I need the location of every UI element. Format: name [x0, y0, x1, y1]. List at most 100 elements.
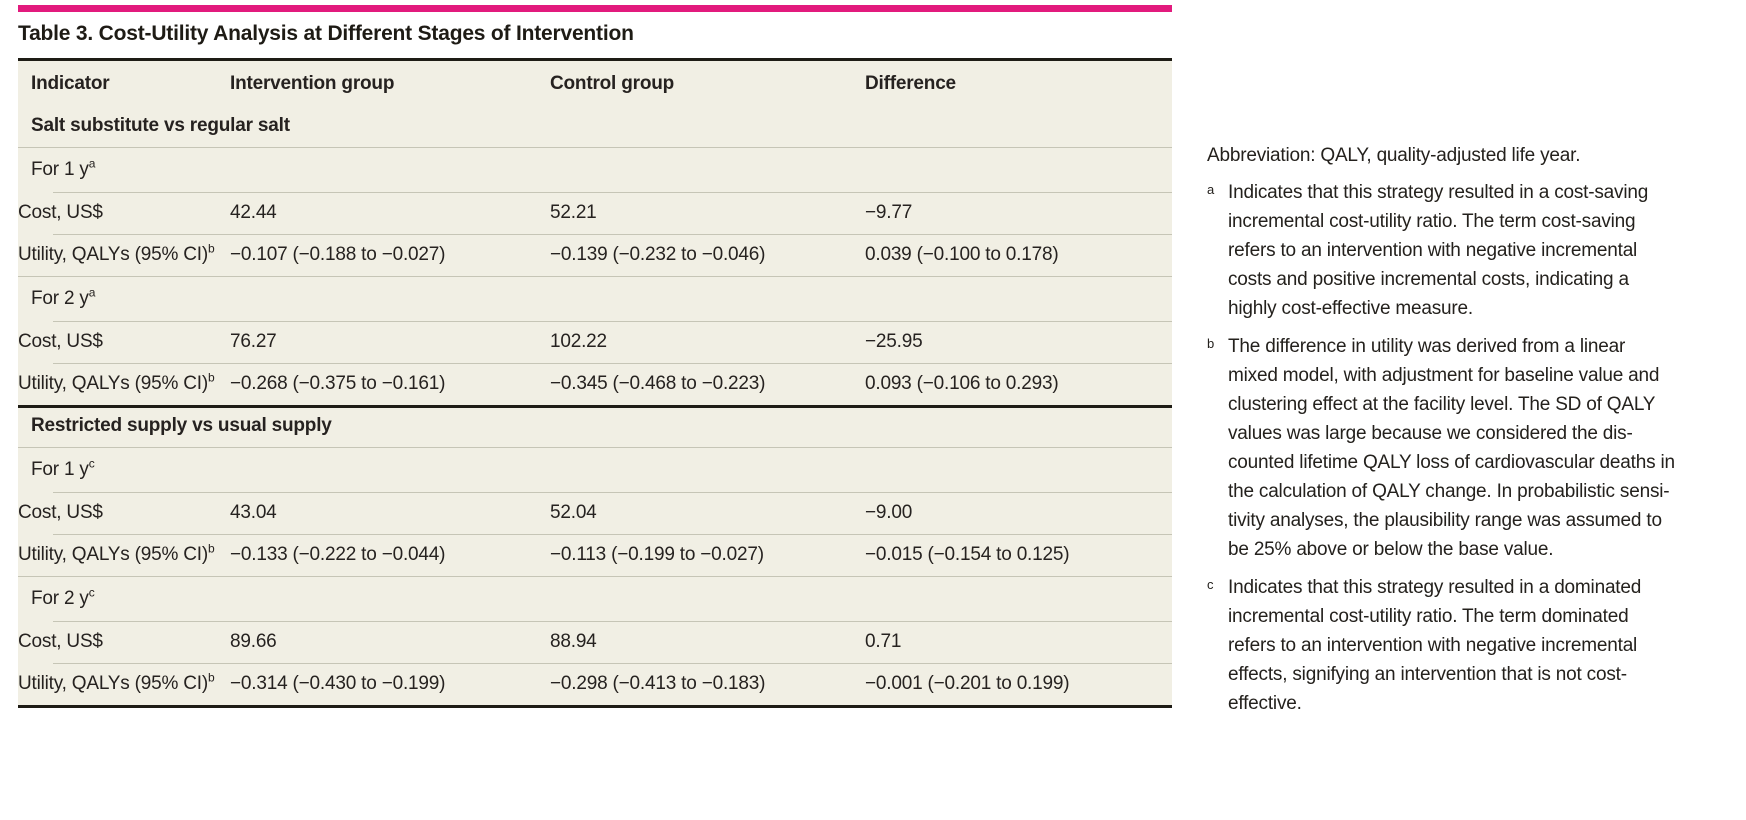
period-row: For 2 ya [18, 276, 1172, 321]
footnote-marker: c [88, 585, 95, 600]
cell-value: −0.001 (−0.201 to 0.199) [865, 673, 1070, 694]
footnote-line: counted lifetime QALY loss of cardiovasc… [1228, 452, 1675, 473]
period-row: For 1 yc [18, 447, 1172, 492]
cell-value: −25.95 [865, 331, 923, 352]
magenta-accent-bar [18, 5, 1172, 12]
cell-value: 43.04 [230, 502, 277, 523]
row-divider [53, 492, 1172, 493]
row-label: Utility, QALYs (95% CI)b [18, 370, 215, 394]
data-row: Utility, QALYs (95% CI)b −0.314 (−0.430 t… [18, 663, 1172, 705]
cell-value: −0.133 (−0.222 to −0.044) [230, 544, 446, 565]
data-row: Utility, QALYs (95% CI)b −0.268 (−0.375 t… [18, 363, 1172, 405]
cost-utility-table: Indicator Intervention group Control group… [18, 58, 1172, 708]
row-divider [18, 576, 1172, 577]
footnotes-column: Abbreviation: QALY, quality-adjusted lif… [1207, 141, 1732, 727]
table-header-row: Indicator Intervention group Control group… [18, 61, 1172, 105]
footnote: a Indicates that this strategy resulted i… [1207, 178, 1732, 323]
row-label: For 1 ya [31, 156, 96, 180]
cell-value: −0.314 (−0.430 to −0.199) [230, 673, 446, 694]
footnote-line: Indicates that this strategy resulted in… [1228, 182, 1649, 203]
row-label: For 2 yc [31, 585, 95, 609]
footnote-marker: c [1207, 577, 1214, 592]
row-divider [53, 663, 1172, 664]
row-label: Utility, QALYs (95% CI)b [18, 541, 215, 565]
footnote-marker: a [88, 285, 96, 300]
footnote-line: clustering effect at the facility level.… [1228, 394, 1656, 415]
footnote-marker: b [208, 241, 215, 256]
footnote: b The difference in utility was derived f… [1207, 332, 1732, 564]
row-label: Restricted supply vs usual supply [31, 415, 332, 436]
row-label: For 1 yc [31, 456, 95, 480]
cell-value: −0.345 (−0.468 to −0.223) [550, 373, 766, 394]
column-header: Control group [550, 73, 675, 94]
cell-value: −0.113 (−0.199 to −0.027) [550, 544, 764, 565]
row-label: Utility, QALYs (95% CI)b [18, 670, 215, 694]
cell-value: 88.94 [550, 631, 597, 652]
cell-value: −0.107 (−0.188 to −0.027) [230, 244, 446, 265]
footnote-marker: b [208, 541, 215, 556]
section-row: Salt substitute vs regular salt [18, 105, 1172, 147]
row-label: Cost, US$ [18, 502, 103, 523]
row-label: Cost, US$ [18, 331, 103, 352]
period-row: For 1 ya [18, 147, 1172, 192]
footnote-line: highly cost-effective measure. [1228, 298, 1473, 319]
cell-value: 89.66 [230, 631, 277, 652]
row-divider [53, 363, 1172, 364]
row-divider [18, 405, 1172, 408]
footnote-marker: b [1207, 336, 1215, 351]
footnote-line: refers to an intervention with negative … [1228, 240, 1638, 261]
footnote-line: effects, signifying an intervention that… [1228, 664, 1627, 685]
footnote-marker: b [208, 670, 215, 685]
row-divider [18, 447, 1172, 448]
footnote-line: the calculation of QALY change. In proba… [1228, 481, 1670, 502]
footnote-line: mixed model, with adjustment for baselin… [1228, 365, 1660, 386]
row-divider [18, 276, 1172, 277]
footnote-line: The difference in utility was derived fr… [1228, 336, 1626, 357]
cell-value: −0.139 (−0.232 to −0.046) [550, 244, 766, 265]
footnote-marker: c [88, 456, 95, 471]
footnote-line: refers to an intervention with negative … [1228, 635, 1638, 656]
cell-value: 0.039 (−0.100 to 0.178) [865, 244, 1059, 265]
cell-value: −0.268 (−0.375 to −0.161) [230, 373, 446, 394]
table-panel: Table 3. Cost-Utility Analysis at Differ… [18, 5, 1172, 708]
row-divider [53, 621, 1172, 622]
footnote: c Indicates that this strategy resulted i… [1207, 573, 1732, 718]
footnote-line: values was large because we considered t… [1228, 423, 1633, 444]
footnote-marker: a [88, 156, 96, 171]
cell-value: 52.21 [550, 202, 597, 223]
section-row: Restricted supply vs usual supply [18, 405, 1172, 447]
cell-value: −9.77 [865, 202, 913, 223]
row-label: For 2 ya [31, 285, 96, 309]
cell-value: −0.015 (−0.154 to 0.125) [865, 544, 1070, 565]
row-label: Salt substitute vs regular salt [31, 115, 290, 136]
cell-value: 52.04 [550, 502, 597, 523]
row-divider [53, 321, 1172, 322]
data-row: Utility, QALYs (95% CI)b −0.107 (−0.188 t… [18, 234, 1172, 276]
data-row: Cost, US$ 42.44 52.21 −9.77 [18, 192, 1172, 234]
footnote-line: Indicates that this strategy resulted in… [1228, 577, 1642, 598]
data-row: Cost, US$ 89.66 88.94 0.71 [18, 621, 1172, 663]
abbreviation-note: Abbreviation: QALY, quality-adjusted lif… [1207, 145, 1581, 166]
data-row: Cost, US$ 43.04 52.04 −9.00 [18, 492, 1172, 534]
cell-value: −9.00 [865, 502, 913, 523]
footnote-line: incremental cost-utility ratio. The term… [1228, 606, 1629, 627]
table-title: Table 3. Cost-Utility Analysis at Differ… [18, 22, 634, 45]
data-row: Utility, QALYs (95% CI)b −0.133 (−0.222 t… [18, 534, 1172, 576]
footnote-marker: a [1207, 182, 1215, 197]
column-header: Intervention group [230, 73, 395, 94]
row-label: Cost, US$ [18, 631, 103, 652]
cell-value: 42.44 [230, 202, 277, 223]
row-divider [53, 534, 1172, 535]
column-header: Indicator [31, 73, 110, 94]
cell-value: 0.71 [865, 631, 902, 652]
row-label: Cost, US$ [18, 202, 103, 223]
period-row: For 2 yc [18, 576, 1172, 621]
cell-value: 0.093 (−0.106 to 0.293) [865, 373, 1059, 394]
column-header: Difference [865, 73, 956, 94]
row-divider [53, 234, 1172, 235]
footnote-line: incremental cost-utility ratio. The term… [1228, 211, 1636, 232]
row-divider [53, 192, 1172, 193]
row-divider [18, 147, 1172, 148]
footnote-line: be 25% above or below the base value. [1228, 539, 1554, 560]
